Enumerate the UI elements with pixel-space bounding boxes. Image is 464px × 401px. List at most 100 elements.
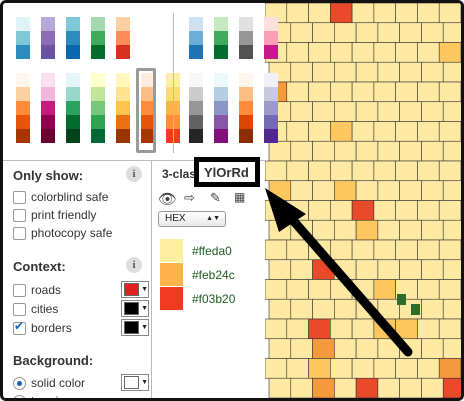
county-cell	[334, 22, 357, 43]
photocopy-safe-checkbox[interactable]	[13, 226, 26, 240]
palette-option[interactable]	[264, 17, 278, 59]
palette-option[interactable]	[141, 73, 155, 143]
county-cell	[442, 140, 461, 162]
solid-color-option[interactable]: solid color	[13, 376, 85, 390]
county-cell	[290, 259, 313, 280]
palette-option[interactable]	[116, 17, 130, 59]
palette-option[interactable]	[66, 73, 80, 143]
pen-icon[interactable]: ✎	[210, 190, 221, 205]
palette-swatch	[41, 101, 55, 115]
roads-color-picker[interactable]: ▼	[121, 281, 149, 298]
legend-swatch-3[interactable]	[160, 287, 183, 310]
format-select[interactable]: HEX ▲▼	[158, 211, 226, 227]
county-cell	[268, 219, 292, 241]
county-cell	[438, 160, 461, 182]
county-cell	[334, 140, 357, 162]
palette-option[interactable]	[189, 17, 203, 59]
borders-color-swatch	[124, 321, 140, 334]
palette-option[interactable]	[16, 73, 30, 143]
spreadsheet-icon[interactable]: ▦	[234, 190, 246, 204]
county-cell	[351, 3, 375, 24]
county-cell	[265, 358, 288, 379]
palette-option[interactable]	[66, 17, 80, 59]
palette-swatch	[41, 45, 55, 59]
county-cell	[417, 318, 440, 340]
only-show-heading: Only show:	[13, 168, 84, 183]
county-cell	[351, 358, 375, 379]
palette-option[interactable]	[239, 73, 253, 143]
palette-swatch	[66, 31, 80, 45]
palette-swatch	[116, 129, 130, 143]
county-cell	[351, 160, 375, 182]
palette-option[interactable]	[214, 17, 228, 59]
eye-icon[interactable]: 👁	[158, 191, 178, 208]
county-cell	[377, 101, 400, 122]
county-cell	[312, 180, 335, 201]
county-cell	[421, 140, 444, 162]
county-cell	[265, 239, 288, 261]
county-cell	[308, 318, 331, 340]
palette-swatch	[264, 129, 278, 143]
county-cell	[312, 298, 335, 320]
county-cell	[355, 61, 379, 83]
palette-option[interactable]	[116, 73, 130, 143]
print-friendly-option[interactable]: print friendly	[13, 208, 96, 222]
county-cell	[355, 259, 379, 280]
only-show-info-icon[interactable]: i	[126, 166, 142, 182]
county-cell	[351, 121, 375, 142]
borders-checkbox[interactable]	[13, 319, 26, 335]
palette-swatch	[41, 115, 55, 129]
roads-option[interactable]: roads	[13, 283, 61, 297]
cities-option[interactable]: cities	[13, 302, 58, 316]
chevron-down-icon: ▼	[141, 379, 148, 386]
borders-option[interactable]: borders	[13, 319, 72, 335]
palette-option[interactable]	[189, 73, 203, 143]
palette-option[interactable]	[16, 17, 30, 59]
solid-color-radio[interactable]	[13, 376, 26, 390]
legend-swatch-2[interactable]	[160, 263, 183, 286]
legend-swatch-1[interactable]	[160, 239, 183, 262]
county-cell	[377, 377, 400, 398]
palette-swatch	[189, 31, 203, 45]
terrain-option[interactable]: terrain	[13, 394, 65, 398]
chevron-down-icon: ▼	[141, 324, 148, 331]
cities-checkbox[interactable]	[13, 302, 26, 316]
palette-option[interactable]	[214, 73, 228, 143]
terrain-radio[interactable]	[13, 394, 26, 398]
colorblind-safe-checkbox[interactable]	[13, 190, 26, 204]
cities-color-picker[interactable]: ▼	[121, 300, 149, 317]
palette-option[interactable]	[91, 73, 105, 143]
borders-color-picker[interactable]: ▼	[121, 319, 149, 336]
roads-checkbox[interactable]	[13, 283, 26, 297]
county-cell	[330, 81, 353, 103]
county-cell	[417, 81, 440, 103]
colorblind-safe-option[interactable]: colorblind safe	[13, 190, 108, 204]
county-cell	[355, 22, 379, 43]
export-icon[interactable]: ⇨	[184, 190, 195, 205]
background-color-picker[interactable]: ▼	[121, 374, 149, 391]
city-marker	[397, 294, 406, 305]
county-cell	[399, 61, 422, 83]
palette-option[interactable]	[264, 73, 278, 143]
county-cell	[438, 318, 461, 340]
county-cell	[417, 358, 440, 379]
palette-option[interactable]	[41, 73, 55, 143]
palette-swatch	[239, 115, 253, 129]
palette-swatch	[239, 73, 253, 87]
updown-chevron-icon: ▲▼	[206, 215, 220, 222]
county-cell	[312, 377, 335, 398]
county-cell	[308, 160, 331, 182]
county-cell	[377, 140, 400, 162]
palette-option[interactable]	[41, 17, 55, 59]
print-friendly-checkbox[interactable]	[13, 208, 26, 222]
county-cell	[417, 121, 440, 142]
context-info-icon[interactable]: i	[126, 257, 142, 273]
photocopy-safe-option[interactable]: photocopy safe	[13, 226, 112, 240]
county-cell	[399, 219, 422, 241]
legend-code-1: #ffeda0	[192, 244, 232, 258]
palette-option[interactable]	[91, 17, 105, 59]
county-cell	[308, 358, 331, 379]
county-cell	[373, 121, 396, 142]
palette-swatch	[16, 17, 30, 31]
palette-option[interactable]	[239, 17, 253, 59]
